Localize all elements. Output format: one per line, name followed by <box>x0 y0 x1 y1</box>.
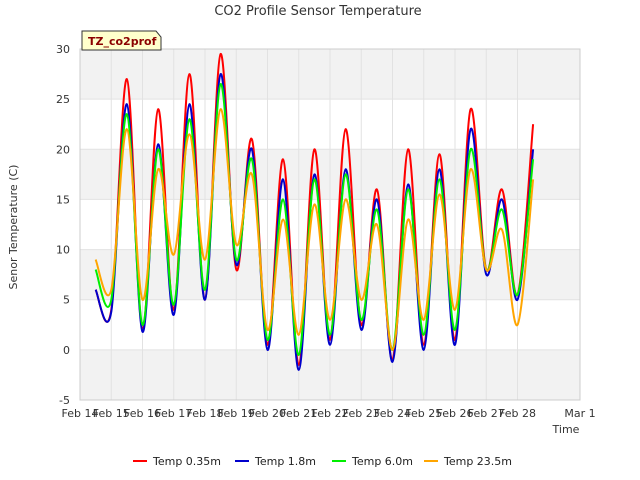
y-tick-label: 0 <box>63 344 70 357</box>
plot-frame <box>79 48 581 401</box>
x-tick-label: Feb 23 <box>343 407 380 420</box>
y-tick-label: 20 <box>56 143 70 156</box>
series-layer <box>94 52 535 371</box>
y-tick-label: 30 <box>56 43 70 56</box>
legend-label-temp-23-5m: Temp 23.5m <box>443 455 512 468</box>
y-tick-label: 25 <box>56 93 70 106</box>
x-tick-label: Feb 15 <box>93 407 130 420</box>
chart-title: CO2 Profile Sensor Temperature <box>214 4 421 19</box>
y-tick-label: 5 <box>63 294 70 307</box>
site-badge: TZ_co2prof <box>81 30 162 51</box>
x-tick-label: Feb 17 <box>155 407 192 420</box>
legend-label-temp-1-8m: Temp 1.8m <box>254 455 316 468</box>
y-tick-label: 10 <box>56 244 70 257</box>
legend-label-temp-0-35m: Temp 0.35m <box>152 455 221 468</box>
y-axis-label: Senor Temperature (C) <box>7 165 20 290</box>
x-tick-label: Feb 28 <box>499 407 536 420</box>
series-line-temp-23-5m <box>94 108 535 351</box>
y-axis-ticks: -5 0 5 10 15 20 25 30 <box>56 43 70 407</box>
x-tick-label: Feb 21 <box>280 407 317 420</box>
series-line-temp-1-8m <box>94 73 535 371</box>
x-tick-label: Feb 20 <box>249 407 286 420</box>
x-axis-label: Time <box>552 423 580 436</box>
x-tick-label: Feb 24 <box>374 407 411 420</box>
x-tick-label: Feb 25 <box>405 407 442 420</box>
series-line-temp-0-35m <box>94 52 535 366</box>
x-tick-label: Feb 19 <box>218 407 255 420</box>
x-tick-label: Feb 16 <box>124 407 161 420</box>
legend: Temp 0.35m Temp 1.8m Temp 6.0m Temp 23.5m <box>133 455 512 468</box>
y-tick-label: -5 <box>59 394 70 407</box>
x-tick-label: Feb 22 <box>312 407 349 420</box>
legend-label-temp-6-0m: Temp 6.0m <box>351 455 413 468</box>
x-tick-label: Feb 18 <box>187 407 224 420</box>
site-badge-label: TZ_co2prof <box>88 35 157 48</box>
x-tick-label: Feb 26 <box>437 407 474 420</box>
x-tick-label: Feb 27 <box>468 407 505 420</box>
x-tick-label: Mar 1 <box>564 407 595 420</box>
y-tick-label: 15 <box>56 193 70 206</box>
x-tick-label: Feb 14 <box>62 407 99 420</box>
